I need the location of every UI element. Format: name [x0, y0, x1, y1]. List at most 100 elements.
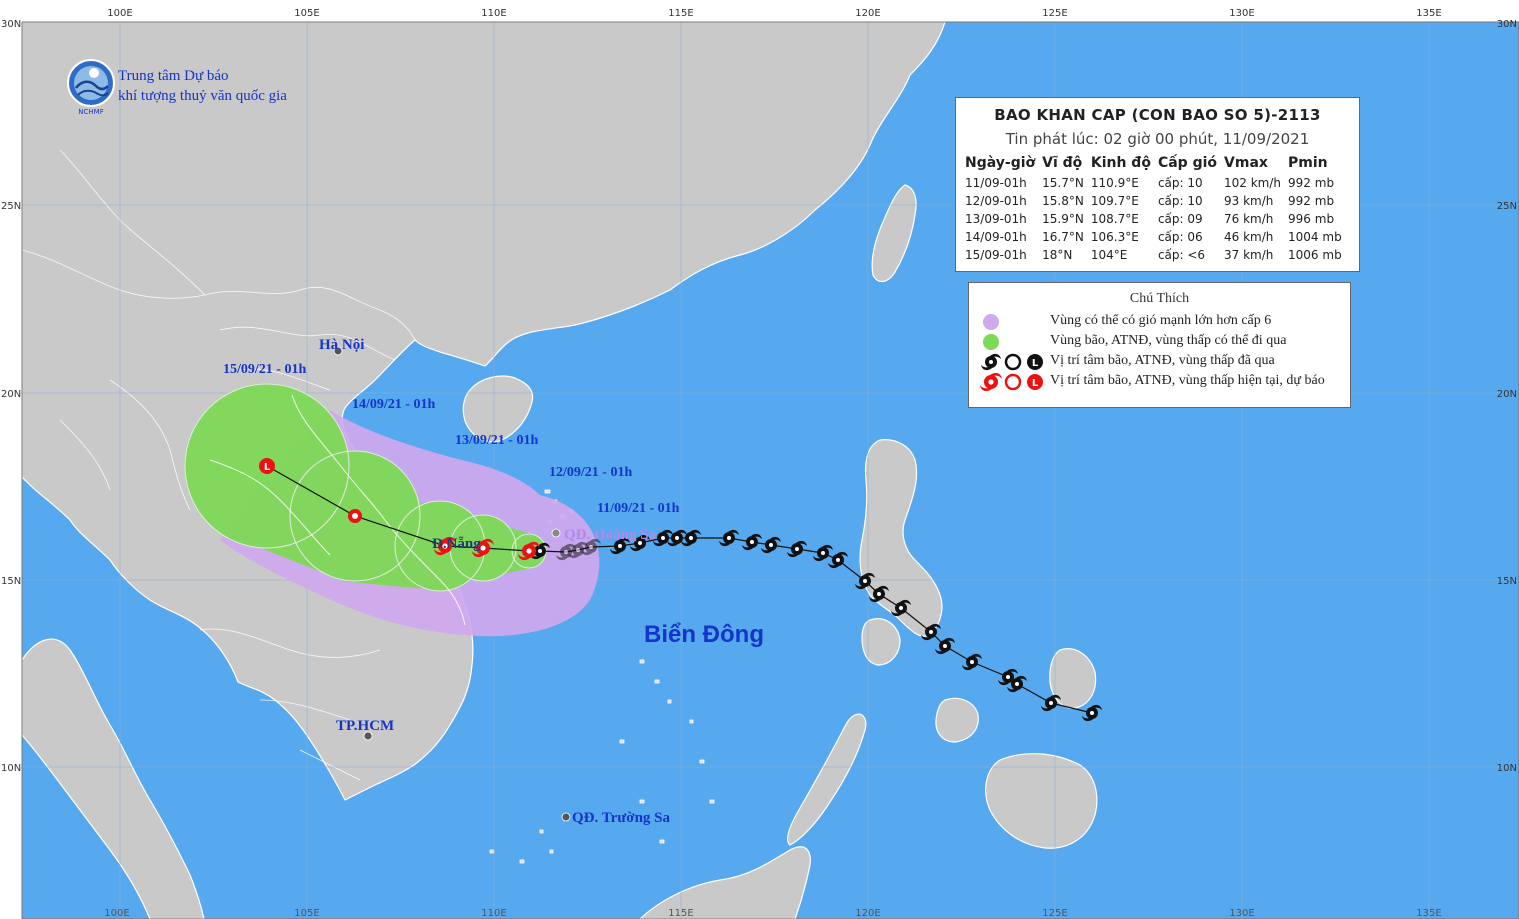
legend-item-wind-zone: Vùng có thể có gió mạnh lớn hơn cấp 6 — [979, 312, 1349, 332]
sea-name: Biển Đông — [644, 621, 764, 648]
lat-label-right-20: 20N — [1497, 389, 1517, 400]
lon-label-bottom-100: 100E — [104, 908, 129, 919]
col-vmax: Vmax — [1224, 155, 1268, 171]
samar-island — [1049, 648, 1097, 709]
cell-wind-level: cấp: 10 — [1157, 194, 1203, 208]
vietnam-coast-lines — [209, 394, 466, 626]
storm-cone — [184, 383, 547, 592]
black-storm-symbols-icon: L — [981, 353, 1043, 371]
mindanao-island — [985, 753, 1098, 849]
cell-pmin: 992 mb — [1288, 194, 1335, 208]
cell-longitude: 104°E — [1090, 248, 1128, 262]
cell-pmin: 996 mb — [1288, 212, 1335, 226]
cell-vmax: 76 km/h — [1224, 212, 1274, 226]
cell-vmax: 102 km/h — [1224, 176, 1282, 190]
table-row: 13/09-01h 15.9°N 108.7°E cấp: 09 76 km/h… — [965, 211, 1349, 229]
legend-label: Vùng bão, ATNĐ, vùng thấp có thể đi qua — [1050, 333, 1287, 348]
lon-label-bottom-105: 105E — [294, 908, 319, 919]
place-hcm: TP.HCM — [336, 718, 394, 734]
bulletin-panel: BAO KHAN CAP (CON BAO SO 5)-2113 Tin phá… — [955, 97, 1360, 272]
cell-wind-level: cấp: 09 — [1157, 212, 1203, 226]
org-header: NCHMF Trung tâm Dự báo khí tượng thuỷ vă… — [66, 58, 366, 118]
col-datetime: Ngày-giờ — [965, 155, 1036, 171]
table-header-row: Ngày-giờ Vĩ độ Kinh độ Cấp gió Vmax Pmin — [965, 155, 1349, 175]
cell-pmin: 1004 mb — [1288, 230, 1342, 244]
lon-label-125: 125E — [1042, 8, 1067, 19]
lon-label-135: 135E — [1416, 8, 1441, 19]
cell-pmin: 992 mb — [1288, 176, 1335, 190]
bulletin-title: BAO KHAN CAP (CON BAO SO 5)-2113 — [994, 106, 1321, 124]
lon-label-bottom-135: 135E — [1416, 908, 1441, 919]
cell-pmin: 1006 mb — [1288, 248, 1342, 262]
forecast-label-12-09: 12/09/21 - 01h — [549, 465, 632, 480]
cell-longitude: 106.3°E — [1090, 230, 1139, 244]
svg-text:L: L — [1032, 378, 1039, 389]
cell-datetime: 15/09-01h — [965, 248, 1027, 262]
lon-label-115: 115E — [668, 8, 693, 19]
lat-label-left-25: 25N — [1, 201, 21, 212]
legend-title: Chú Thích — [1129, 291, 1190, 306]
place-truongsa: QĐ. Trường Sa — [572, 810, 671, 826]
lon-label-bottom-120: 120E — [855, 908, 880, 919]
legend-label: Vị trí tâm bão, ATNĐ, vùng thấp đã qua — [1050, 353, 1275, 368]
lat-label-right-15: 15N — [1497, 576, 1517, 587]
cell-vmax: 93 km/h — [1224, 194, 1274, 208]
palawan-island — [787, 713, 867, 846]
taiwan-island — [871, 184, 917, 282]
lat-label-left-15: 15N — [1, 576, 21, 587]
lat-label-right-30: 30N — [1497, 19, 1517, 30]
cell-vmax: 46 km/h — [1224, 230, 1274, 244]
cell-datetime: 13/09-01h — [965, 212, 1027, 226]
place-hanoi: Hà Nội — [319, 337, 364, 353]
cell-wind-level: cấp: <6 — [1157, 248, 1206, 262]
cell-latitude: 16.7°N — [1042, 230, 1084, 244]
lon-ticks-bottom: 100E 105E 110E 115E 120E 125E 130E 135E — [104, 908, 1441, 919]
table-row: 11/09-01h 15.7°N 110.9°E cấp: 10 102 km/… — [965, 175, 1349, 193]
depression-center-14-09 — [348, 509, 362, 523]
cell-datetime: 14/09-01h — [965, 230, 1027, 244]
col-latitude: Vĩ độ — [1042, 155, 1083, 171]
low-pressure-center-15-09: L — [259, 458, 275, 474]
forecast-label-15-09: 15/09/21 - 01h — [223, 362, 306, 377]
svg-text:L: L — [264, 462, 271, 473]
cell-wind-level: cấp: 10 — [1157, 176, 1203, 190]
forecast-storm-positions: L — [259, 458, 540, 561]
lon-label-130: 130E — [1229, 8, 1254, 19]
place-hoangsa: QĐ. Hoàng Sa — [564, 527, 657, 543]
bulletin-issue-time: Tin phát lúc: 02 giờ 00 phút, 11/09/2021 — [1005, 130, 1310, 148]
panay-island — [935, 697, 979, 743]
land-masses — [22, 22, 1098, 919]
table-row: 12/09-01h 15.8°N 109.7°E cấp: 10 93 km/h… — [965, 193, 1349, 211]
forecast-label-14-09: 14/09/21 - 01h — [352, 397, 435, 412]
cell-datetime: 12/09-01h — [965, 194, 1027, 208]
svg-text:L: L — [1032, 358, 1039, 369]
legend-item-past-positions: L Vị trí tâm bão, ATNĐ, vùng thấp đã qua — [979, 352, 1349, 372]
legend-label: Vùng có thể có gió mạnh lớn hơn cấp 6 — [1050, 313, 1272, 328]
lon-label-bottom-115: 115E — [668, 908, 693, 919]
malay-peninsula — [22, 638, 205, 919]
cell-longitude: 109.7°E — [1090, 194, 1139, 208]
lat-label-right-25: 25N — [1497, 201, 1517, 212]
lon-ticks-top: 100E 105E 110E 115E 120E 125E 130E 135E — [107, 8, 1441, 19]
lat-label-left-20: 20N — [1, 389, 21, 400]
borneo-north — [639, 846, 811, 919]
lon-label-bottom-130: 130E — [1229, 908, 1254, 919]
col-wind-level: Cấp gió — [1157, 155, 1218, 171]
table-row: 14/09-01h 16.7°N 106.3°E cấp: 06 46 km/h… — [965, 229, 1349, 247]
org-name-line2: khí tượng thuỷ văn quốc gia — [118, 88, 287, 104]
cell-latitude: 15.8°N — [1042, 194, 1084, 208]
green-circle-icon — [983, 334, 999, 350]
purple-circle-icon — [983, 314, 999, 330]
legend-item-storm-zone: Vùng bão, ATNĐ, vùng thấp có thể đi qua — [979, 332, 1349, 352]
lat-label-right-10: 10N — [1497, 763, 1517, 774]
lat-label-left-10: 10N — [1, 763, 21, 774]
nchmf-logo-icon: NCHMF — [67, 59, 115, 116]
lon-label-bottom-110: 110E — [481, 908, 506, 919]
lon-label-bottom-125: 125E — [1042, 908, 1067, 919]
place-danang: Đ.Nẵng — [432, 536, 481, 552]
lon-label-120: 120E — [855, 8, 880, 19]
forecast-table: Ngày-giờ Vĩ độ Kinh độ Cấp gió Vmax Pmin… — [965, 155, 1349, 265]
lat-label-left-30: 30N — [1, 19, 21, 30]
lon-label-100: 100E — [107, 8, 132, 19]
